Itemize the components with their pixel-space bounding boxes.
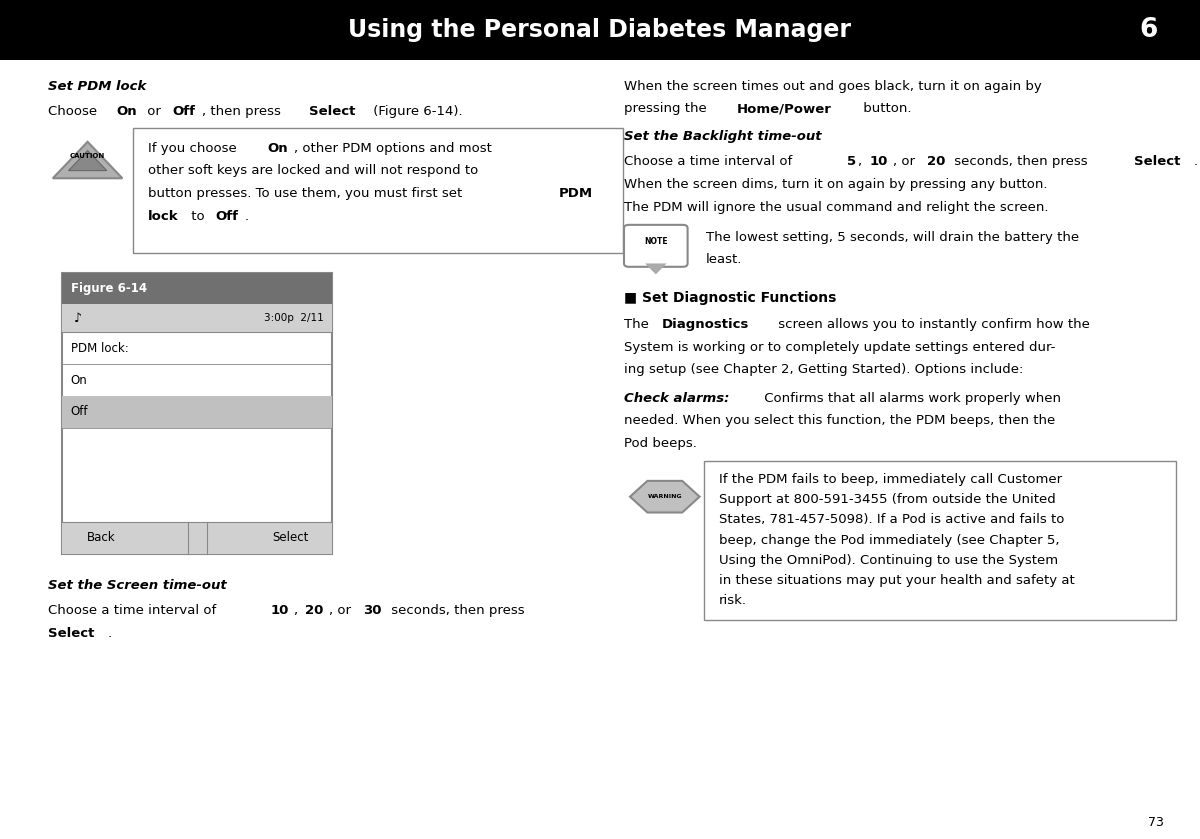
Text: The lowest setting, 5 seconds, will drain the battery the: The lowest setting, 5 seconds, will drai…: [706, 231, 1079, 243]
Polygon shape: [646, 263, 667, 274]
Text: Set the Screen time-out: Set the Screen time-out: [48, 579, 227, 591]
Text: 20: 20: [305, 604, 324, 617]
Text: ■ Set Diagnostic Functions: ■ Set Diagnostic Functions: [624, 291, 836, 305]
Text: 30: 30: [362, 604, 382, 617]
Text: , or: , or: [329, 604, 355, 617]
Text: 20: 20: [926, 155, 946, 168]
Text: (Figure 6-14).: (Figure 6-14).: [368, 105, 462, 117]
FancyBboxPatch shape: [62, 304, 332, 332]
Text: System is working or to completely update settings entered dur-: System is working or to completely updat…: [624, 341, 1055, 353]
FancyBboxPatch shape: [62, 522, 332, 554]
Text: least.: least.: [706, 253, 742, 266]
Text: The PDM will ignore the usual command and relight the screen.: The PDM will ignore the usual command an…: [624, 201, 1049, 213]
Text: Support at 800-591-3455 (from outside the United: Support at 800-591-3455 (from outside th…: [719, 493, 1056, 506]
Text: Pod beeps.: Pod beeps.: [624, 437, 697, 450]
Text: On: On: [116, 105, 138, 117]
Text: Using the Personal Diabetes Manager: Using the Personal Diabetes Manager: [348, 18, 852, 42]
Text: screen allows you to instantly confirm how the: screen allows you to instantly confirm h…: [774, 318, 1090, 331]
Text: Home/Power: Home/Power: [737, 102, 832, 115]
FancyBboxPatch shape: [624, 225, 688, 267]
Text: ,: ,: [858, 155, 866, 168]
Text: When the screen dims, turn it on again by pressing any button.: When the screen dims, turn it on again b…: [624, 178, 1048, 190]
Text: button presses. To use them, you must first set: button presses. To use them, you must fi…: [148, 187, 466, 200]
Text: lock: lock: [148, 210, 179, 222]
Text: If the PDM fails to beep, immediately call Customer: If the PDM fails to beep, immediately ca…: [719, 473, 1062, 486]
Text: Set PDM lock: Set PDM lock: [48, 80, 146, 92]
Text: to: to: [187, 210, 209, 222]
FancyBboxPatch shape: [133, 128, 623, 253]
Text: 10: 10: [270, 604, 289, 617]
Text: Choose a time interval of: Choose a time interval of: [48, 604, 221, 617]
Text: NOTE: NOTE: [644, 237, 667, 246]
Text: The: The: [624, 318, 653, 331]
Polygon shape: [630, 481, 700, 513]
Text: 5: 5: [846, 155, 856, 168]
Text: Choose: Choose: [48, 105, 101, 117]
FancyBboxPatch shape: [62, 273, 332, 554]
Text: Off: Off: [215, 210, 239, 222]
Text: risk.: risk.: [719, 594, 746, 607]
Text: 6: 6: [1140, 18, 1158, 43]
Text: PDM: PDM: [558, 187, 593, 200]
Text: Off: Off: [172, 105, 196, 117]
Text: 73: 73: [1148, 816, 1164, 829]
Polygon shape: [68, 150, 107, 170]
Text: WARNING: WARNING: [648, 494, 682, 499]
FancyBboxPatch shape: [62, 273, 332, 304]
Text: seconds, then press: seconds, then press: [386, 604, 524, 617]
Text: .: .: [108, 627, 112, 639]
Text: Confirms that all alarms work properly when: Confirms that all alarms work properly w…: [760, 392, 1061, 404]
Text: Choose a time interval of: Choose a time interval of: [624, 155, 797, 168]
FancyBboxPatch shape: [704, 461, 1176, 620]
Text: , other PDM options and most: , other PDM options and most: [294, 142, 492, 154]
Text: States, 781-457-5098). If a Pod is active and fails to: States, 781-457-5098). If a Pod is activ…: [719, 513, 1064, 526]
Text: pressing the: pressing the: [624, 102, 710, 115]
Text: needed. When you select this function, the PDM beeps, then the: needed. When you select this function, t…: [624, 414, 1055, 427]
Text: seconds, then press: seconds, then press: [950, 155, 1092, 168]
Text: Select: Select: [272, 531, 308, 545]
Text: Diagnostics: Diagnostics: [661, 318, 749, 331]
Text: button.: button.: [859, 102, 911, 115]
Text: beep, change the Pod immediately (see Chapter 5,: beep, change the Pod immediately (see Ch…: [719, 534, 1060, 546]
Text: in these situations may put your health and safety at: in these situations may put your health …: [719, 574, 1074, 586]
Text: On: On: [71, 373, 88, 387]
Text: CAUTION: CAUTION: [70, 154, 106, 159]
Text: Figure 6-14: Figure 6-14: [71, 282, 146, 294]
Text: 10: 10: [869, 155, 888, 168]
Text: PDM lock:: PDM lock:: [71, 341, 128, 355]
Text: .: .: [245, 210, 250, 222]
Text: Back: Back: [86, 531, 115, 545]
Text: Using the OmniPod). Continuing to use the System: Using the OmniPod). Continuing to use th…: [719, 554, 1058, 566]
Text: ing setup (see Chapter 2, Getting Started). Options include:: ing setup (see Chapter 2, Getting Starte…: [624, 363, 1024, 376]
Text: On: On: [268, 142, 288, 154]
Text: Select: Select: [1134, 155, 1180, 168]
Text: ♪: ♪: [74, 311, 83, 325]
Text: Set the Backlight time-out: Set the Backlight time-out: [624, 130, 822, 143]
Text: , then press: , then press: [202, 105, 284, 117]
Text: Select: Select: [308, 105, 355, 117]
Text: .: .: [1193, 155, 1198, 168]
Text: If you choose: If you choose: [148, 142, 240, 154]
Text: ,: ,: [294, 604, 302, 617]
FancyBboxPatch shape: [0, 0, 1200, 60]
Polygon shape: [53, 142, 122, 179]
Text: other soft keys are locked and will not respond to: other soft keys are locked and will not …: [148, 164, 478, 177]
Text: Select: Select: [48, 627, 95, 639]
Text: , or: , or: [893, 155, 919, 168]
Text: When the screen times out and goes black, turn it on again by: When the screen times out and goes black…: [624, 80, 1042, 92]
FancyBboxPatch shape: [62, 396, 332, 428]
Text: Off: Off: [71, 405, 89, 419]
Text: or: or: [144, 105, 166, 117]
Text: Check alarms:: Check alarms:: [624, 392, 730, 404]
Text: 3:00p  2/11: 3:00p 2/11: [264, 313, 324, 323]
